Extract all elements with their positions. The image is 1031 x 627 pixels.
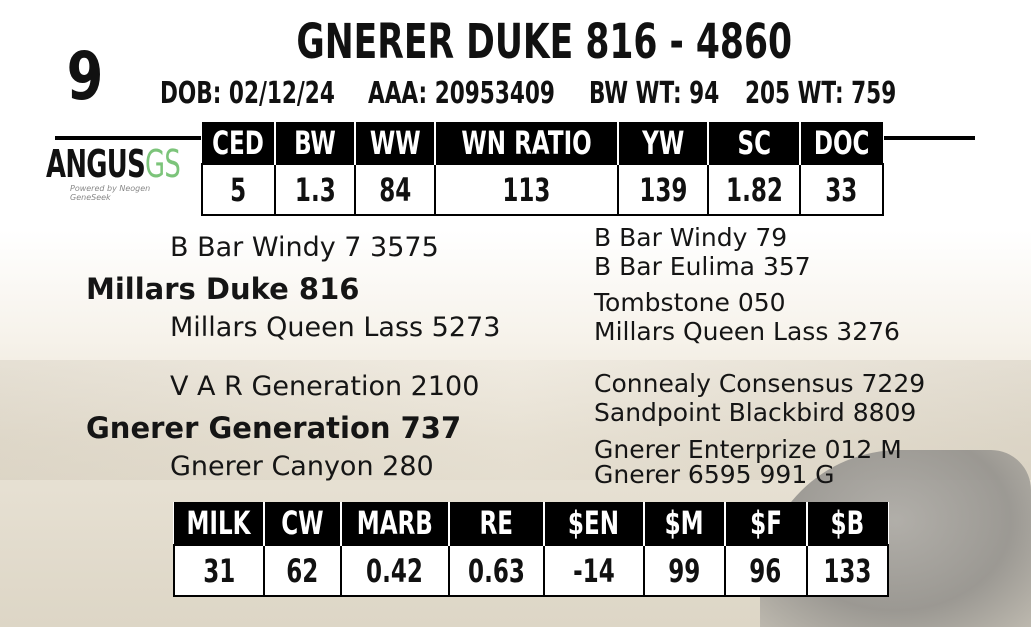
sire-dam-sire: Tombstone 050	[594, 288, 786, 317]
logo-main: ANGUS	[46, 142, 146, 186]
logo-tagline: Powered by Neogen GeneSeek	[70, 184, 151, 202]
epd-value: 0.42	[339, 544, 450, 597]
epd-header: $F	[723, 502, 807, 545]
epd-value: 139	[616, 163, 709, 216]
epd-header: YW	[616, 122, 708, 164]
angus-gs-logo: ANGUSGS Powered by Neogen GeneSeek	[46, 144, 188, 206]
epd-value: 31	[173, 544, 265, 597]
epd-header: $EN	[542, 502, 644, 545]
dam-dam-dam: Gnerer 6595 991 G	[594, 460, 835, 489]
sire-sire-sire: B Bar Windy 79	[594, 223, 788, 252]
epd-header: DOC	[798, 122, 883, 164]
dam-sire-dam: Sandpoint Blackbird 8809	[594, 398, 917, 427]
epd-header: CED	[202, 122, 275, 164]
dob: DOB: 02/12/24	[160, 76, 335, 111]
epd-header: MILK	[174, 502, 264, 545]
epd-header: WN RATIO	[433, 122, 618, 164]
epd-value: 1.3	[273, 163, 356, 216]
sire-dam: Millars Queen Lass 5273	[170, 312, 501, 343]
weight-205: 205 WT: 759	[745, 76, 897, 111]
epd-header: BW	[273, 122, 355, 164]
bottom-epd-table: MILK CW MARB RE $EN $M $F $B 31 62 0.42 …	[173, 502, 889, 597]
epd-header: MARB	[339, 502, 449, 545]
epd-value: 99	[642, 544, 726, 597]
sire-dam-dam: Millars Queen Lass 3276	[594, 317, 900, 346]
dam-dam-sire: Gnerer Enterprize 012 M	[594, 435, 902, 464]
epd-value: 113	[433, 163, 619, 216]
epd-header: WW	[353, 122, 435, 164]
animal-info: DOB: 02/12/24 AAA: 20953409 BW WT: 94 20…	[160, 76, 900, 111]
epd-value: 96	[723, 544, 808, 597]
sire-sire: B Bar Windy 7 3575	[170, 232, 439, 263]
lot-number-text: 9	[66, 38, 104, 115]
epd-header: $M	[642, 502, 725, 545]
sire-sire-dam: B Bar Eulima 357	[594, 252, 811, 281]
epd-value: 1.82	[706, 163, 801, 216]
dam-sire-sire: Connealy Consensus 7229	[594, 369, 926, 398]
logo-accent: GS	[145, 142, 181, 186]
title-text: GNERER DUKE 816 - 4860	[296, 14, 793, 70]
epd-header: SC	[706, 122, 800, 164]
epd-value: 84	[353, 163, 436, 216]
epd-header: CW	[262, 502, 341, 545]
top-epd-table: CED BW WW WN RATIO YW SC DOC 5 1.3 84 11…	[201, 122, 884, 216]
epd-value: 5	[201, 163, 276, 216]
dam-dam: Gnerer Canyon 280	[170, 451, 434, 482]
epd-header: RE	[447, 502, 544, 545]
birth-weight: BW WT: 94	[589, 76, 720, 111]
aaa-number: AAA: 20953409	[368, 76, 555, 111]
lot-number: 9	[62, 38, 106, 115]
dam: Gnerer Generation 737	[86, 411, 462, 445]
sire: Millars Duke 816	[86, 272, 360, 306]
epd-value: 33	[798, 163, 884, 216]
epd-value: -14	[542, 544, 645, 597]
dam-sire: V A R Generation 2100	[170, 371, 480, 402]
epd-value: 133	[805, 544, 889, 597]
animal-title: GNERER DUKE 816 - 4860	[200, 14, 800, 70]
epd-header: $B	[805, 502, 888, 545]
epd-value: 0.63	[447, 544, 545, 597]
epd-value: 62	[262, 544, 342, 597]
